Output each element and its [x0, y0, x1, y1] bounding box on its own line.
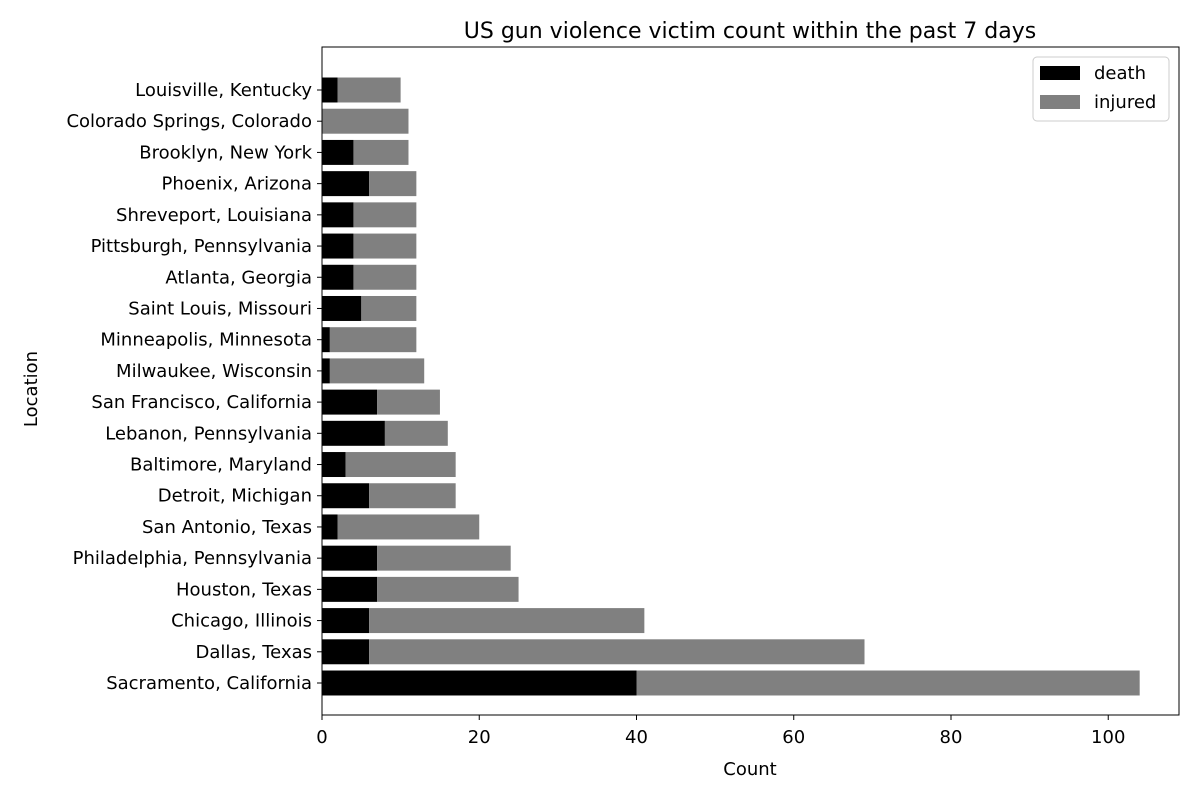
- y-tick-label: San Francisco, California: [91, 392, 312, 413]
- bar-death: [322, 202, 354, 228]
- y-tick-label: Pittsburgh, Pennsylvania: [91, 236, 312, 257]
- y-tick-label: Louisville, Kentucky: [135, 80, 312, 101]
- bar-injured: [337, 514, 480, 540]
- bar-injured: [322, 108, 409, 134]
- y-tick-label: Colorado Springs, Colorado: [66, 111, 312, 132]
- y-axis-labels: Sacramento, California Dallas, Texas Chica…: [66, 80, 322, 694]
- x-tick-label: 60: [782, 727, 805, 748]
- bar-injured: [337, 77, 401, 103]
- bar-injured: [329, 327, 417, 353]
- bar-death: [322, 358, 330, 384]
- bars-group: [322, 77, 1140, 696]
- bar-death: [322, 233, 354, 259]
- x-tick-label: 20: [468, 727, 491, 748]
- legend-label-death: death: [1094, 63, 1146, 84]
- x-axis-ticks: 0 20 40 60 80 100: [316, 715, 1125, 748]
- bar-death: [322, 171, 370, 197]
- bar-death: [322, 295, 362, 321]
- bar-death: [322, 670, 637, 696]
- legend-label-injured: injured: [1094, 92, 1156, 113]
- bar-injured: [361, 295, 417, 321]
- x-tick-label: 80: [940, 727, 963, 748]
- y-tick-label: Sacramento, California: [106, 673, 312, 694]
- bar-death: [322, 608, 370, 634]
- y-tick-label: Saint Louis, Missouri: [128, 298, 312, 319]
- y-tick-label: Philadelphia, Pennsylvania: [73, 548, 312, 569]
- legend-swatch-injured: [1040, 95, 1080, 109]
- bar-injured: [377, 389, 440, 415]
- y-tick-label: Milwaukee, Wisconsin: [116, 361, 312, 382]
- bar-death: [322, 514, 338, 540]
- bar-death: [322, 327, 330, 353]
- bar-death: [322, 576, 378, 602]
- y-tick-label: Atlanta, Georgia: [165, 267, 312, 288]
- bar-death: [322, 139, 354, 165]
- y-tick-label: Shreveport, Louisiana: [116, 205, 312, 226]
- x-tick-label: 40: [625, 727, 648, 748]
- bar-death: [322, 264, 354, 290]
- bar-injured: [369, 483, 456, 509]
- x-axis-title: Count: [723, 759, 776, 780]
- bar-injured: [345, 452, 456, 478]
- bar-injured: [329, 358, 425, 384]
- bar-death: [322, 77, 338, 103]
- y-axis-title: Location: [21, 351, 42, 427]
- bar-death: [322, 420, 385, 446]
- bar-injured: [353, 264, 417, 290]
- bar-injured: [384, 420, 448, 446]
- y-tick-label: Minneapolis, Minnesota: [100, 330, 312, 351]
- y-tick-label: Houston, Texas: [176, 579, 312, 600]
- bar-injured: [377, 576, 519, 602]
- x-tick-label: 0: [316, 727, 327, 748]
- y-tick-label: Lebanon, Pennsylvania: [105, 423, 312, 444]
- legend-swatch-death: [1040, 66, 1080, 80]
- bar-injured: [369, 171, 417, 197]
- y-tick-label: Chicago, Illinois: [171, 611, 312, 632]
- bar-injured: [636, 670, 1140, 696]
- chart-title: US gun violence victim count within the …: [464, 19, 1036, 44]
- y-tick-label: Phoenix, Arizona: [162, 174, 312, 195]
- bar-injured: [353, 202, 417, 228]
- bar-death: [322, 639, 370, 665]
- plot-frame: [321, 46, 1180, 716]
- bar-injured: [353, 233, 417, 259]
- y-tick-label: Brooklyn, New York: [139, 142, 312, 163]
- bar-injured: [353, 139, 409, 165]
- bar-injured: [369, 608, 645, 634]
- bar-death: [322, 545, 378, 571]
- bar-injured: [369, 639, 865, 665]
- y-tick-label: Dallas, Texas: [196, 642, 313, 663]
- y-tick-label: San Antonio, Texas: [142, 517, 312, 538]
- bar-death: [322, 483, 370, 509]
- bar-death: [322, 389, 378, 415]
- y-tick-label: Baltimore, Maryland: [130, 455, 312, 476]
- bar-injured: [377, 545, 511, 571]
- y-tick-label: Detroit, Michigan: [158, 486, 312, 507]
- legend: death injured: [1032, 56, 1170, 122]
- bar-death: [322, 452, 346, 478]
- x-tick-label: 100: [1091, 727, 1125, 748]
